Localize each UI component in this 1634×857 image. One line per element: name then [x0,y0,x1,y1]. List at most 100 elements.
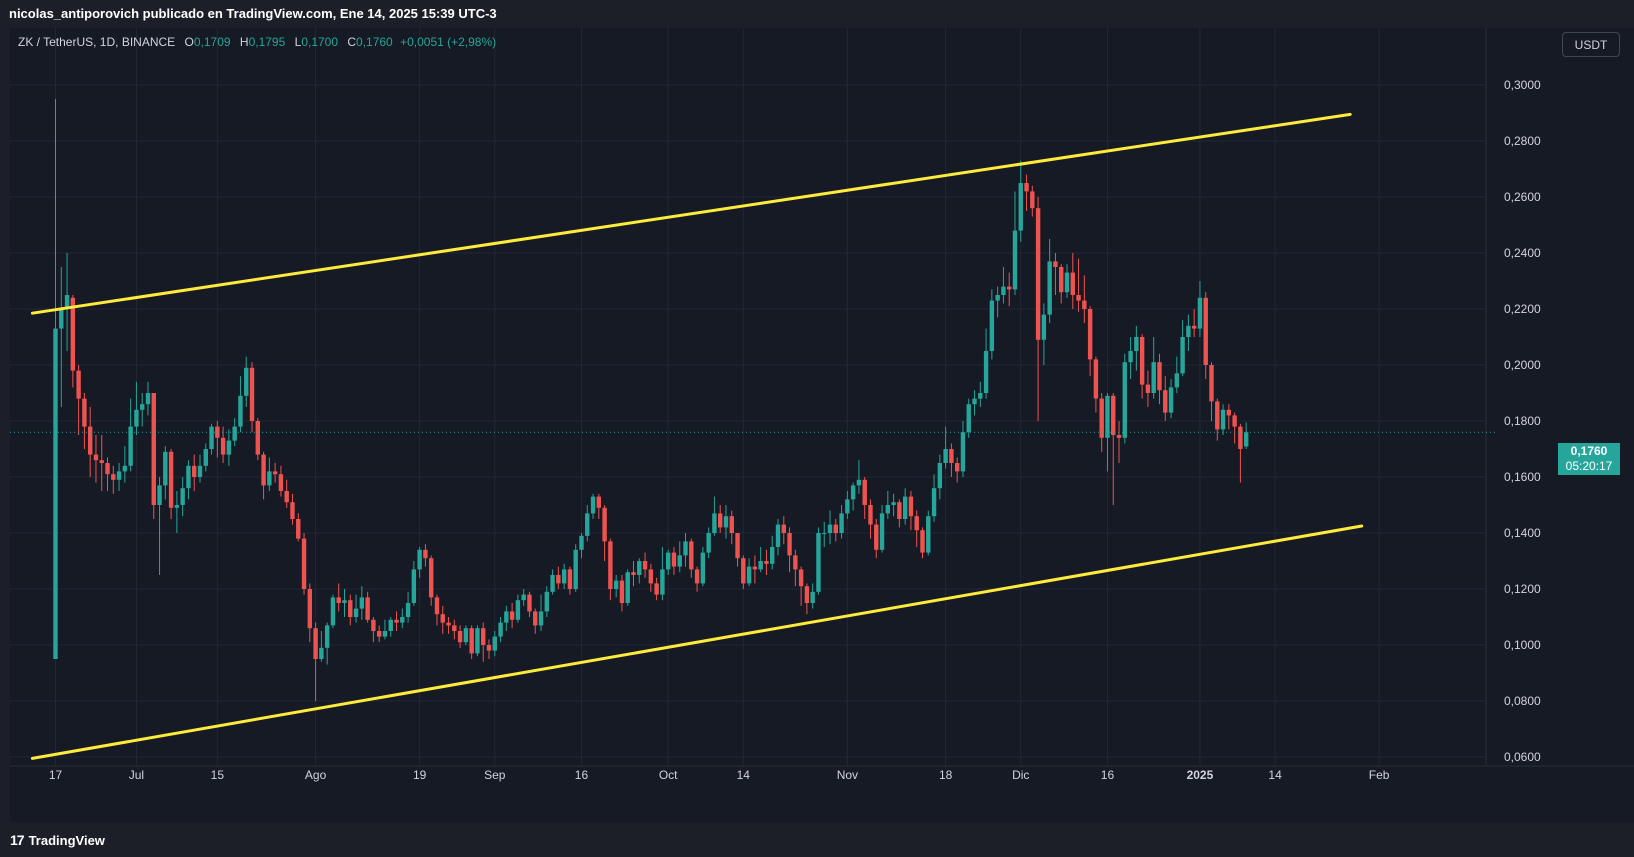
x-tick-label: Nov [837,768,858,782]
y-tick-label: 0,1200 [1504,582,1541,596]
candle-body [168,451,174,508]
candle-body [1059,267,1064,293]
candle-body [255,421,260,455]
candle-body [1024,183,1029,192]
candle-body [700,552,706,584]
candle-body [960,432,966,472]
candle-body [197,465,203,477]
candle-body [856,479,862,486]
candle-body [839,513,844,533]
symbol-info[interactable]: ZK / TetherUS, 1D, BINANCE [18,35,176,49]
candle-body [1082,300,1087,309]
tradingview-logo[interactable]: 17 TradingView [10,832,105,848]
candle-body [440,614,445,623]
y-tick-label: 0,3000 [1504,78,1541,92]
candle-body [457,631,463,643]
candlestick-chart[interactable]: 0,0600 0,0800 0,1000 0,1200 0,1400 0,1600 0,18… [10,28,1634,822]
x-tick-label: 16 [575,768,589,782]
candle-body [619,580,625,603]
candle-body [261,454,266,486]
candle-body [1122,362,1127,438]
y-tick-label: 0,1800 [1504,414,1541,428]
candle-body [1007,286,1012,290]
candle-body [613,580,619,589]
candle-body [1070,272,1075,295]
candle-body [822,533,827,534]
chart-panel[interactable]: 0,0600 0,0800 0,1000 0,1200 0,1400 0,1600 0,18… [10,28,1634,822]
y-tick-label: 0,0600 [1504,750,1541,764]
candle-body [481,628,486,645]
candle-body [348,600,353,617]
candle-body [388,619,393,631]
candle-body [249,367,255,421]
candle-body [966,404,971,433]
candle-body [371,619,376,631]
candle-body [278,474,284,491]
candle-body [232,426,237,441]
candle-body [140,404,145,410]
y-tick-label: 0,2400 [1504,246,1541,260]
candle-body [677,555,682,567]
candle-body [1157,362,1162,391]
candle-body [827,524,833,533]
candle-body [405,603,411,617]
x-tick-label: 19 [413,768,427,782]
candle-body [671,552,677,567]
candle-body [752,566,758,570]
candle-body [220,437,226,455]
candle-body [1018,183,1023,231]
candle-body [429,558,434,598]
candle-body [1093,359,1099,399]
candle-body [475,628,480,654]
candle-body [573,549,578,589]
candle-body [654,583,659,595]
candle-body [642,561,648,570]
candle-body [937,463,943,489]
candle-body [816,533,821,592]
candle-body [862,479,867,505]
candle-body [637,561,642,575]
candle-body [1064,272,1070,293]
candle-body [770,547,775,564]
candle-body [1209,365,1214,402]
candle-body [897,502,902,519]
last-price-tag: 0,1760 05:20:17 [1558,443,1620,475]
candle-body [683,541,688,556]
candle-body [602,507,607,542]
candle-body [648,569,654,584]
candle-body [105,463,110,475]
candle-body [504,611,509,623]
candle-body [1238,426,1243,449]
candle-body [995,295,1000,301]
candle-body [781,524,786,533]
x-tick-label: Ago [305,768,327,782]
candle-body [492,636,497,651]
candle-body [579,535,584,550]
y-tick-label: 0,2000 [1504,358,1541,372]
candle-body [226,440,232,455]
bar-countdown: 05:20:17 [1565,459,1613,473]
candle-body [1053,261,1058,267]
candle-body [157,485,162,505]
candle-body [64,295,70,309]
candle-body [267,471,272,486]
candle-body [128,426,133,466]
y-tick-label: 0,2600 [1504,190,1541,204]
x-tick-label: 15 [211,768,225,782]
candle-body [1186,325,1191,337]
candle-body [556,575,561,584]
candle-body [1041,314,1047,340]
x-tick-label: Feb [1369,768,1390,782]
candle-body [764,561,769,564]
candle-body [1105,395,1110,438]
chart-background [10,28,1634,822]
candle-body [324,625,330,648]
candle-body [376,631,382,637]
candle-body [914,516,919,531]
candle-body [1145,384,1151,393]
candle-body [87,426,93,455]
candle-body [527,594,532,612]
candle-body [798,569,804,587]
currency-button[interactable]: USDT [1562,32,1620,57]
candle-body [902,496,908,519]
